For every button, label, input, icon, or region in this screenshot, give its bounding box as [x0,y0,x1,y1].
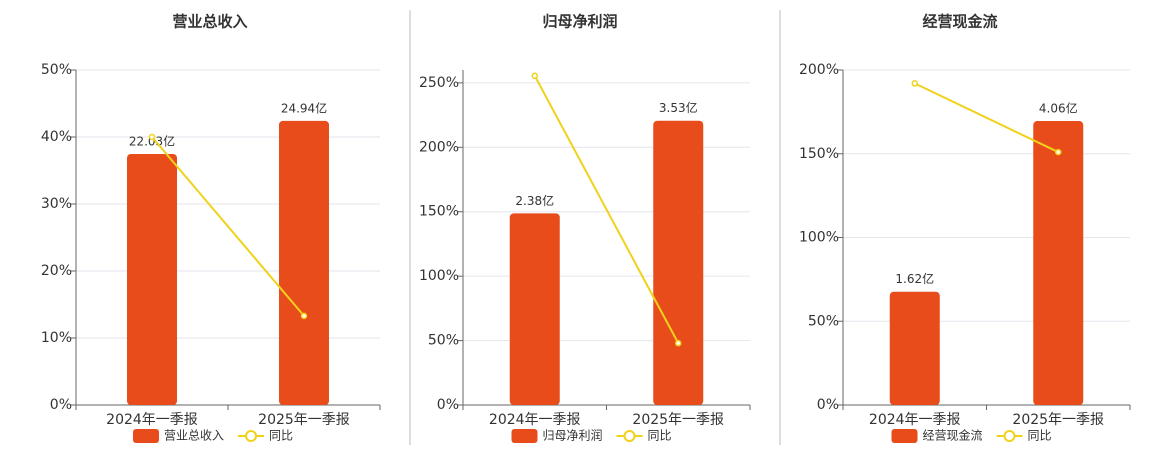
y-tick-label: 50% [428,333,459,349]
point [531,72,538,80]
legend-label: 经营现金流 [923,428,983,443]
x-tick-label: 2024年一季报 [869,412,961,428]
legend-swatch [245,430,258,442]
line [533,75,680,344]
line [914,82,1059,153]
legend-label: 归母净利润 [543,429,603,443]
value-label: 4.06亿 [1039,101,1078,116]
chart-title: 归母净利润 [542,13,617,31]
point [1055,148,1062,156]
legend-swatch [133,429,159,443]
x-tick-label: 2024年一季报 [489,412,581,428]
y-tick-label: 30% [41,196,72,212]
value-label: 24.94亿 [281,100,327,115]
legend-swatch [623,430,636,442]
y-tick-label: 100% [799,230,839,246]
value-label: 22.03亿 [129,133,175,148]
bar [889,291,940,405]
point [148,133,156,141]
y-tick-label: 0% [437,397,459,413]
point [911,80,918,87]
y-tick-label: 150% [419,204,459,220]
legend-swatch [511,429,538,443]
y-tick-label: 20% [41,263,72,279]
chart-title: 营业总收入 [172,13,247,31]
x-tick-label: 2024年一季报 [106,412,198,428]
x-tick-label: 2025年一季报 [632,412,724,428]
bar [1033,121,1084,405]
value-label: 2.38亿 [515,193,554,208]
legend-swatch [1003,430,1016,442]
bar [653,120,704,406]
y-tick-label: 100% [419,268,459,284]
value-label: 3.53亿 [659,100,698,115]
legend-label: 营业总收入 [164,429,224,443]
y-tick-label: 0% [50,397,72,413]
y-tick-label: 200% [799,62,839,78]
bar [279,120,329,405]
y-tick-label: 50% [41,62,72,78]
y-tick-label: 200% [419,139,459,155]
line [151,136,305,317]
y-tick-label: 150% [799,146,839,162]
legend-swatch [891,429,918,443]
y-tick-label: 40% [41,129,72,145]
x-tick-label: 2025年一季报 [258,412,350,428]
y-tick-label: 0% [817,397,839,413]
y-tick-label: 250% [419,75,459,91]
legend-label: 同比 [1028,429,1052,443]
legend-label: 同比 [269,429,293,443]
point [300,312,308,320]
x-tick-label: 2025年一季报 [1012,412,1104,428]
legend-label: 同比 [648,429,672,443]
chart-title: 经营现金流 [922,13,997,31]
bar [127,153,177,405]
bar [509,213,560,405]
value-label: 1.62亿 [895,271,934,286]
y-tick-label: 50% [808,313,839,329]
y-tick-label: 10% [41,330,72,346]
point [675,339,682,347]
